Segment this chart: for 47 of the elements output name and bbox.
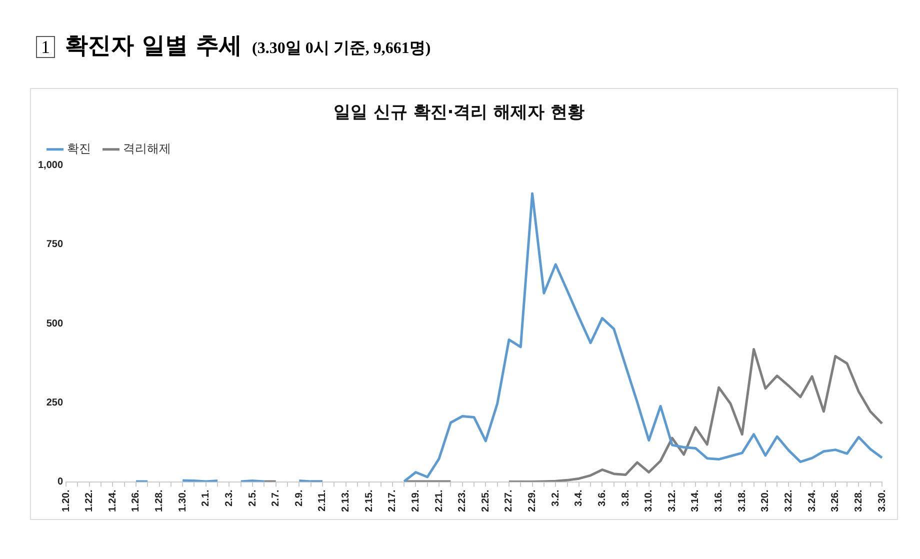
x-tick-label: 1.28. (154, 490, 166, 512)
x-tick-label: 2.15. (364, 490, 375, 512)
x-tick-label: 2.27. (504, 490, 515, 512)
x-tick-label: 1.22. (84, 490, 96, 512)
x-tick-label: 2.1. (200, 490, 212, 506)
x-tick-label: 1.24. (107, 490, 118, 512)
x-tick-label: 3.10. (644, 490, 655, 512)
x-tick-label: 2.23. (457, 490, 468, 512)
x-tick-label: 1.20. (60, 490, 72, 512)
x-tick-label: 3.18. (736, 490, 748, 512)
x-tick-label: 3.30. (876, 490, 888, 512)
x-tick-label: 3.8. (620, 490, 632, 506)
x-tick-label: 3.22. (783, 490, 794, 512)
x-tick-label: 3.20. (760, 490, 772, 512)
x-tick-label: 3.12. (666, 490, 678, 512)
x-tick-label: 3.6. (596, 490, 608, 506)
y-tick-label: 0 (57, 476, 64, 488)
y-tick-label: 500 (46, 318, 64, 330)
x-tick-label: 3.16. (714, 490, 725, 512)
x-tick-label: 3.26. (830, 490, 842, 512)
x-tick-label: 2.7. (270, 490, 282, 506)
y-tick-label: 750 (46, 239, 64, 250)
x-tick-label: 3.2. (550, 490, 562, 506)
legend-label: 확진 (67, 142, 91, 156)
chart-title: 일일 신규 확진·격리 해제자 현황 (333, 102, 585, 123)
y-tick-label: 250 (46, 397, 64, 408)
x-tick-label: 2.29. (527, 490, 538, 512)
x-tick-label: 2.21. (434, 490, 445, 512)
x-tick-label: 3.24. (806, 490, 818, 512)
x-tick-label: 3.4. (574, 490, 585, 506)
text: 1 (36, 36, 55, 58)
x-tick-label: 3.14. (690, 490, 702, 512)
legend-label: 격리해제 (123, 142, 171, 156)
x-tick-label: 1.30. (177, 490, 188, 512)
x-tick-label: 2.19. (410, 490, 422, 512)
x-tick-label: 3.28. (853, 490, 864, 512)
x-tick-label: 2.13. (340, 490, 352, 512)
x-tick-label: 2.11. (317, 490, 328, 512)
x-tick-label: 2.25. (480, 490, 492, 512)
x-tick-label: 2.5. (247, 490, 258, 506)
text: 확진자 일별 추세 (65, 32, 242, 61)
x-tick-label: 2.9. (294, 490, 305, 506)
x-tick-label: 1.26. (130, 490, 142, 512)
x-tick-label: 2.17. (387, 490, 398, 512)
x-tick-label: 2.3. (224, 490, 235, 506)
text: (3.30일 0시 기준, 9,661명) (252, 39, 431, 59)
y-tick-label: 1,000 (38, 160, 64, 172)
